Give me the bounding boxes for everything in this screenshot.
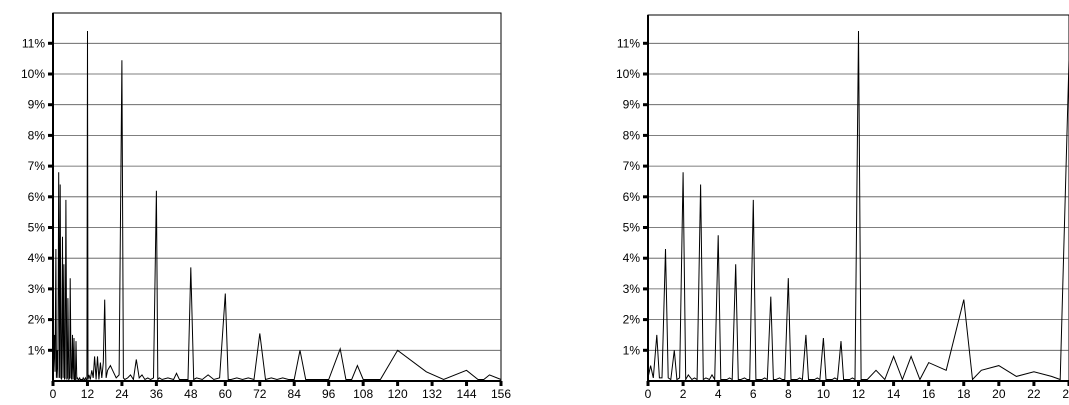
right-x-tick-label: 22 [1027, 387, 1041, 401]
left-x-tick-label: 144 [457, 387, 477, 401]
right-y-tick-label: 2% [623, 313, 641, 327]
left-y-tick-label: 8% [28, 128, 46, 142]
left-y-tick-label: 2% [28, 313, 46, 327]
left-series-line-0 [52, 30, 502, 382]
right-y-tick-label: 6% [623, 190, 641, 204]
right-x-tick-label: 12 [852, 387, 866, 401]
right-series-line-0 [647, 30, 1069, 382]
right-y-tick-label: 1% [623, 343, 641, 357]
right-x-tick-label: 20 [992, 387, 1006, 401]
right-y-tick-label: 8% [623, 128, 641, 142]
chart-right-plot: 1%2%3%4%5%6%7%8%9%10%11%0 2 4 6 8 10 12 14 16 18 2… [616, 14, 1069, 401]
left-x-tick-label: 156 [491, 387, 511, 401]
left-x-tick-label: 96 [322, 387, 336, 401]
right-x-tick-label: 6 [750, 387, 757, 401]
left-x-tick-label: 36 [150, 387, 164, 401]
right-x-tick-label: 18 [957, 387, 971, 401]
right-y-tick-label: 9% [623, 98, 641, 112]
left-x-tick-label: 72 [253, 387, 267, 401]
right-x-tick-label: 4 [715, 387, 722, 401]
left-y-tick-label: 5% [28, 221, 46, 235]
right-x-tick-label: 10 [817, 387, 831, 401]
right-y-tick-label: 5% [623, 221, 641, 235]
right-x-tick-label: 24 [1062, 387, 1069, 401]
right-x-tick-label: 8 [785, 387, 792, 401]
right-y-tick-label: 4% [623, 251, 641, 265]
left-x-tick-label: 132 [422, 387, 442, 401]
left-x-tick-label: 12 [81, 387, 95, 401]
left-x-tick-label: 0 [50, 387, 57, 401]
left-x-tick-label: 60 [219, 387, 233, 401]
right-y-tick-label: 10% [616, 67, 640, 81]
left-y-tick-label: 3% [28, 282, 46, 296]
right-x-tick-label: 0 [645, 387, 652, 401]
left-x-tick-label: 24 [115, 387, 129, 401]
left-y-tick-label: 6% [28, 190, 46, 204]
left-y-tick-label: 10% [21, 67, 45, 81]
right-y-tick-label: 3% [623, 282, 641, 296]
left-x-tick-label: 84 [288, 387, 302, 401]
right-x-tick-label: 14 [887, 387, 901, 401]
left-x-tick-label: 48 [184, 387, 198, 401]
left-y-tick-label: 1% [28, 343, 46, 357]
left-y-tick-label: 9% [28, 98, 46, 112]
left-y-tick-label: 11% [22, 36, 45, 50]
left-x-tick-label: 108 [353, 387, 373, 401]
right-x-tick-label: 2 [680, 387, 687, 401]
right-x-tick-label: 16 [922, 387, 936, 401]
right-y-tick-label: 11% [617, 36, 640, 50]
left-x-tick-label: 120 [388, 387, 408, 401]
right-y-tick-label: 7% [623, 159, 641, 173]
left-y-tick-label: 7% [28, 159, 46, 173]
left-y-tick-label: 4% [28, 251, 46, 265]
chart-left-plot: 1% 2% 3% 4% 5% 6% 7% 8% 9% 10% 11% 0 12 24 36 48 60 72 84 9… [21, 12, 511, 401]
